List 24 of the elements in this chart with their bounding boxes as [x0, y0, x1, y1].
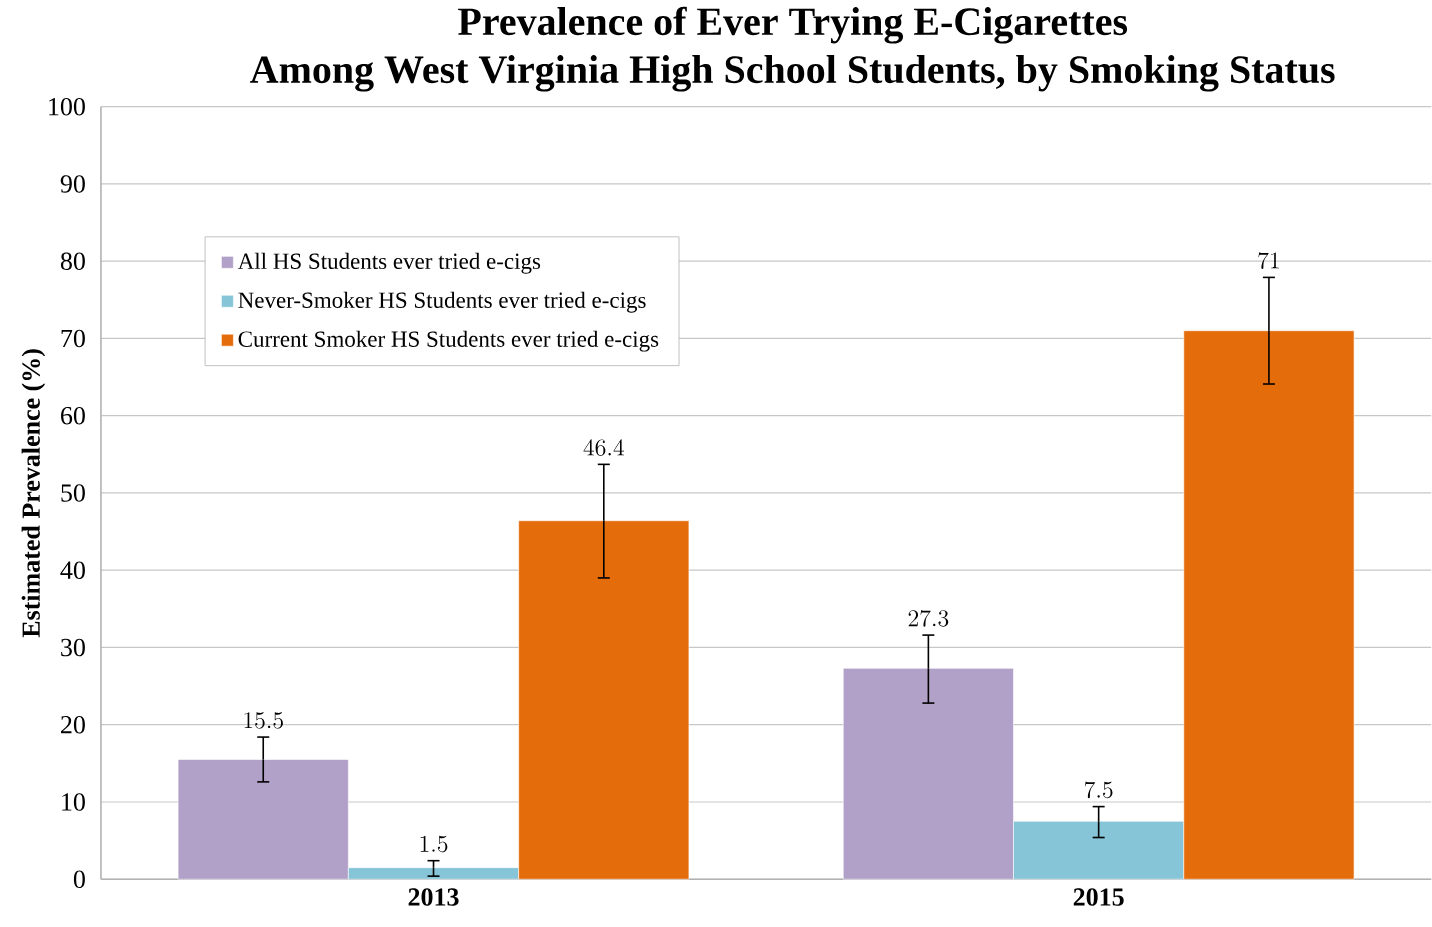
y-tick-label: 80: [60, 252, 85, 270]
y-tick-label: 30: [61, 638, 85, 657]
data-label: 1 .5: [420, 835, 448, 853]
data-label: 46.4: [583, 439, 624, 456]
x-tick-label: 2015: [1073, 888, 1124, 906]
x-tick-label: 2013: [408, 888, 459, 906]
y-tick-label: 60: [61, 406, 85, 425]
y-tick-label: 90: [60, 175, 85, 193]
y-tick-label: 10: [62, 793, 85, 811]
legend-label: All HS Students ever tried e-cigs: [237, 252, 541, 274]
y-tick-label: 50: [61, 484, 85, 502]
y-tick-label: 20: [61, 715, 85, 734]
y-tick-label: 100: [49, 97, 85, 116]
data-label: 27.3: [908, 609, 949, 627]
legend-label: Never-Smoker HS Students ever tried e-cigs: [238, 291, 646, 313]
y-axis-title: Estimated Prevalence (%): [21, 349, 46, 638]
data-label: 15.5: [244, 712, 283, 729]
data-label: 71: [1258, 252, 1279, 269]
y-tick-label: 40: [60, 561, 85, 579]
legend-label: Current Smoker HS Students ever tried e-cigs: [238, 330, 659, 352]
y-tick-label: 70: [61, 329, 85, 348]
chart-title: Prevalence of Ever Trying E-Cigarettes Among West Virginia High School Students, by Smoking Status: [250, 6, 1335, 92]
data-label: 7.5: [1084, 781, 1113, 799]
y-tick-label: 0: [73, 870, 85, 888]
